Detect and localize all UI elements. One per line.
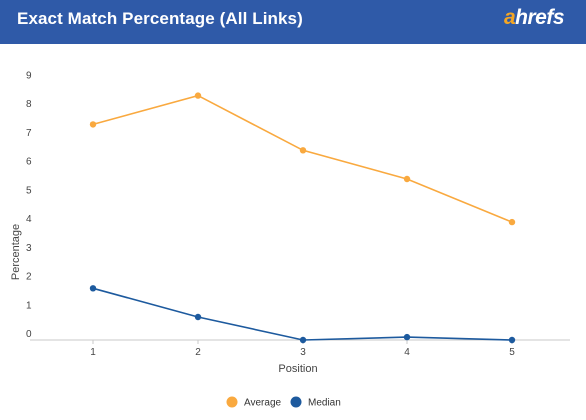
average-legend-label: Average [244, 398, 282, 409]
x-tick-label: 5 [509, 347, 515, 358]
x-tick-label: 2 [195, 347, 201, 358]
x-axis-title: Position [278, 363, 317, 375]
chart-header: Exact Match Percentage (All Links) ahref… [0, 0, 586, 44]
median-data-point [508, 336, 516, 344]
y-tick-label: 2 [26, 272, 32, 283]
median-legend-label: Median [308, 398, 341, 409]
y-tick-label: 6 [26, 157, 32, 168]
average-series-line [92, 94, 513, 223]
median-data-point [89, 285, 97, 292]
average-legend-marker [226, 396, 238, 408]
average-data-point [508, 218, 516, 226]
y-tick-label: 0 [26, 329, 32, 340]
x-tick-label: 4 [404, 347, 410, 358]
line-chart: 0 1 2 3 4 5 6 7 8 9 1 2 3 4 5 Position Percentage Average… [10, 70, 570, 409]
ahrefs-logo: ahrefs [503, 6, 565, 29]
median-legend-marker [290, 396, 302, 408]
y-tick-label: 9 [26, 70, 32, 81]
x-tick-label: 1 [90, 347, 96, 358]
average-data-point [89, 121, 97, 128]
average-data-point [299, 147, 307, 154]
average-data-point [194, 92, 202, 99]
y-tick-label: 7 [26, 128, 32, 139]
average-data-point [403, 175, 411, 183]
y-axis-title: Percentage [10, 224, 22, 280]
y-tick-label: 8 [26, 99, 32, 110]
x-tick-label: 3 [300, 347, 306, 358]
chart-title: Exact Match Percentage (All Links) [17, 9, 303, 28]
median-data-point [194, 313, 202, 321]
y-tick-label: 1 [26, 300, 32, 311]
median-series-line [92, 287, 513, 341]
y-tick-label: 5 [26, 185, 32, 196]
y-tick-label: 3 [26, 243, 32, 254]
median-data-point [299, 336, 307, 344]
y-tick-label: 4 [26, 214, 32, 225]
median-data-point [403, 333, 411, 341]
